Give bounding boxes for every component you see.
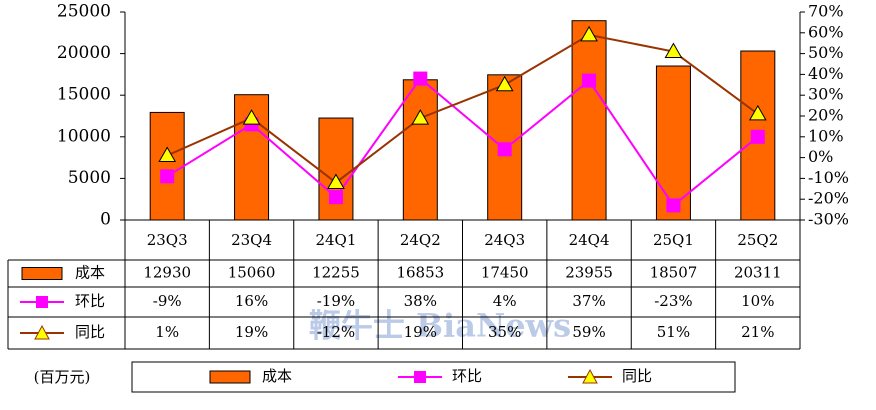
- legend-marker: [582, 368, 598, 384]
- marker: [160, 169, 175, 184]
- table-cell: 23955: [565, 264, 613, 282]
- table-cell: 12930: [143, 264, 191, 282]
- x-tick-label: 23Q4: [231, 231, 272, 249]
- y-tick-label: 0: [100, 210, 111, 230]
- marker: [495, 75, 514, 92]
- table-cell: 51%: [657, 323, 690, 341]
- table-cell: 37%: [572, 292, 605, 310]
- bar: [655, 65, 691, 221]
- table-cell: 19%: [404, 323, 437, 341]
- x-tick-label: 25Q2: [737, 231, 778, 249]
- y2-tick-label: 20%: [808, 106, 844, 125]
- table-cell: 59%: [572, 323, 605, 341]
- bar: [402, 79, 438, 221]
- table-cell: 18507: [650, 264, 698, 282]
- marker: [327, 173, 345, 190]
- y2-tick-label: 40%: [808, 64, 844, 83]
- marker: [748, 104, 767, 121]
- marker: [750, 129, 765, 144]
- table-row-label: 同比: [75, 323, 105, 341]
- y-tick-label: 15000: [57, 85, 111, 105]
- y-tick-label: 5000: [68, 168, 111, 188]
- legend-label: 环比: [452, 367, 482, 385]
- marker: [411, 109, 430, 125]
- legend-marker: [36, 296, 48, 308]
- bar: [318, 117, 354, 221]
- unit-label: (百万元): [34, 368, 91, 386]
- y-tick-label: 10000: [57, 126, 111, 146]
- marker: [158, 146, 177, 163]
- y-tick-label: 25000: [57, 2, 111, 22]
- table-row-label: 环比: [75, 292, 105, 310]
- legend-label: 同比: [622, 367, 652, 385]
- bar: [571, 20, 607, 221]
- legend-label: 成本: [262, 367, 292, 385]
- table-cell: 17450: [481, 264, 529, 282]
- table-row-label: 成本: [75, 264, 105, 282]
- x-tick-label: 24Q4: [569, 231, 610, 249]
- table-cell: 35%: [488, 323, 521, 341]
- marker: [664, 42, 683, 59]
- marker: [328, 190, 343, 205]
- x-tick-label: 24Q1: [315, 231, 356, 249]
- table-cell: 19%: [235, 323, 268, 341]
- table-cell: -23%: [654, 292, 692, 310]
- table-cell: 20311: [734, 264, 782, 282]
- bar: [149, 111, 185, 221]
- x-tick-label: 23Q3: [147, 231, 188, 249]
- legend-swatch: [21, 267, 63, 280]
- marker: [413, 71, 428, 86]
- table-cell: -9%: [153, 292, 182, 310]
- y2-tick-label: 30%: [808, 85, 844, 104]
- y2-tick-label: -10%: [808, 168, 849, 187]
- y2-tick-label: 10%: [808, 126, 844, 145]
- legend-marker: [414, 371, 426, 383]
- y-tick-label: 20000: [57, 43, 111, 63]
- y2-tick-label: 50%: [808, 43, 844, 62]
- marker: [242, 109, 261, 125]
- table-cell: 15060: [228, 264, 276, 282]
- legend-box: [131, 361, 736, 393]
- table-cell: 10%: [741, 292, 774, 310]
- table-cell: 16%: [235, 292, 268, 310]
- legend-swatch: [209, 370, 251, 384]
- line: [166, 33, 759, 184]
- table-cell: -19%: [317, 292, 355, 310]
- table-cell: 38%: [404, 292, 437, 310]
- y2-tick-label: -20%: [808, 189, 849, 208]
- x-tick-label: 24Q3: [484, 231, 525, 249]
- marker: [666, 198, 681, 213]
- y2-tick-label: 0%: [808, 147, 833, 166]
- y2-tick-label: 70%: [808, 2, 844, 21]
- x-tick-label: 25Q1: [653, 231, 694, 249]
- table-cell: 21%: [741, 323, 774, 341]
- legend-marker: [34, 324, 50, 340]
- marker: [497, 142, 512, 157]
- x-tick-label: 24Q2: [400, 231, 441, 249]
- marker: [580, 25, 598, 42]
- watermark: 鞭牛士 BiaNews: [309, 307, 571, 345]
- y2-tick-label: -30%: [808, 210, 849, 229]
- marker: [582, 73, 597, 88]
- y2-tick-label: 60%: [808, 22, 844, 41]
- table-cell: 1%: [155, 323, 179, 341]
- table-cell: 16853: [396, 264, 444, 282]
- table-cell: 4%: [493, 292, 517, 310]
- table-cell: -12%: [317, 323, 355, 341]
- line: [166, 77, 759, 207]
- table-cell: 12255: [312, 264, 360, 282]
